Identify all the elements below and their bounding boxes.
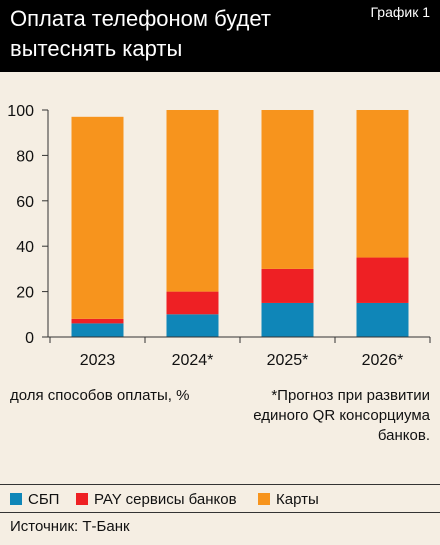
y-tick-label: 60 bbox=[16, 194, 34, 211]
chart-notes: доля способов оплаты, % *Прогноз при раз… bbox=[0, 386, 440, 446]
forecast-note: *Прогноз при развитии единого QR консорц… bbox=[253, 387, 430, 444]
legend-swatch-cards bbox=[258, 493, 270, 505]
bar-segment-pay bbox=[71, 318, 124, 324]
source-footer: Источник: Т-Банк bbox=[0, 512, 440, 545]
bar-segment-pay bbox=[356, 257, 409, 303]
bar-segment-pay bbox=[261, 268, 314, 303]
legend-item-pay: PAY сервисы банков bbox=[76, 490, 237, 510]
bar-segment-pay bbox=[166, 291, 219, 315]
bar-segment-cards bbox=[261, 110, 314, 269]
legend: СБП PAY сервисы банков Карты bbox=[0, 484, 440, 513]
legend-swatch-sbp bbox=[10, 493, 22, 505]
bar-segment-cards bbox=[356, 110, 409, 258]
y-tick-label: 100 bbox=[7, 103, 34, 120]
y-tick-label: 20 bbox=[16, 285, 34, 302]
stacked-bar-chart: 0 20 40 60 80 100 2023 2024* 2025* 2026* bbox=[7, 103, 431, 369]
y-tick-label: 40 bbox=[16, 239, 34, 256]
bar-segment-sbp bbox=[166, 314, 219, 337]
bar-segment-sbp bbox=[356, 302, 409, 337]
source-text: Источник: Т-Банк bbox=[10, 518, 130, 535]
x-tick-label: 2025* bbox=[267, 352, 309, 369]
legend-item-cards: Карты bbox=[258, 490, 319, 510]
bar-segment-cards bbox=[71, 116, 124, 319]
chart-header: Оплата телефоном будет вытеснять карты Г… bbox=[0, 0, 440, 72]
y-tick-label: 80 bbox=[16, 148, 34, 165]
bar-segment-sbp bbox=[261, 302, 314, 337]
legend-label-sbp: СБП bbox=[28, 491, 60, 508]
x-tick-label: 2026* bbox=[362, 352, 404, 369]
unit-note: доля способов оплаты, % bbox=[10, 387, 190, 404]
legend-swatch-pay bbox=[76, 493, 88, 505]
bar-segment-sbp bbox=[71, 323, 124, 337]
chart-title: Оплата телефоном будет вытеснять карты bbox=[10, 6, 271, 61]
legend-item-sbp: СБП bbox=[10, 490, 59, 510]
graph-number-label: График 1 bbox=[370, 4, 430, 20]
legend-label-pay: PAY сервисы банков bbox=[94, 491, 237, 508]
x-tick-label: 2023 bbox=[80, 352, 116, 369]
y-tick-label: 0 bbox=[25, 330, 34, 347]
x-tick-label: 2024* bbox=[172, 352, 214, 369]
legend-label-cards: Карты bbox=[276, 491, 319, 508]
bar-segment-cards bbox=[166, 110, 219, 292]
